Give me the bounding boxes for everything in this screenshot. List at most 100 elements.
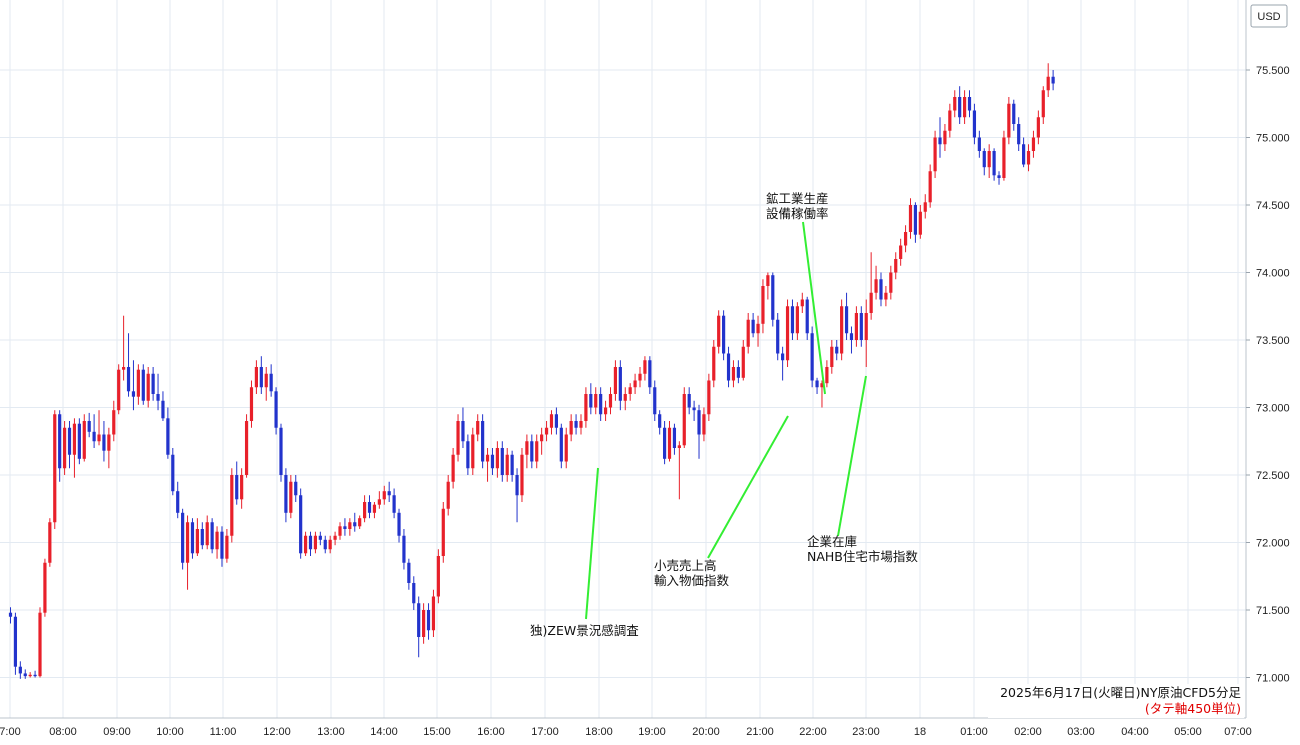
candle-body: [274, 391, 278, 428]
candle-body: [126, 367, 131, 392]
x-tick-label: 23:00: [852, 726, 880, 738]
candle: [67, 421, 72, 469]
candle-body: [481, 421, 485, 462]
candle: [38, 607, 42, 678]
candle: [28, 672, 32, 678]
candle: [269, 364, 273, 397]
candle: [461, 407, 465, 448]
candle-body: [554, 414, 558, 428]
candle: [761, 279, 765, 334]
candle: [431, 589, 436, 637]
candle-body: [884, 292, 888, 300]
candle-body: [677, 445, 681, 448]
candle: [662, 421, 667, 465]
candle-body: [987, 151, 991, 168]
candle: [707, 373, 711, 421]
annotation-label: 小売売上高: [654, 558, 717, 573]
candle-body: [702, 414, 706, 435]
candle: [254, 360, 258, 394]
y-tick-label: 73.000: [1256, 403, 1290, 415]
candle-body: [1026, 151, 1031, 165]
candle: [53, 410, 57, 529]
candle-body: [210, 522, 214, 550]
candle-body: [67, 427, 72, 455]
candle: [87, 412, 91, 438]
candle: [943, 124, 947, 151]
candle-body: [87, 421, 91, 432]
candle-body: [707, 380, 711, 415]
candle: [181, 508, 185, 570]
currency-box[interactable]: USD: [1250, 4, 1288, 28]
candle: [520, 448, 524, 502]
candle: [549, 410, 554, 435]
candle-body: [515, 475, 519, 496]
candle: [658, 410, 662, 435]
candle-body: [613, 367, 618, 394]
candle: [136, 364, 140, 405]
candle-body: [825, 367, 829, 384]
candle-body: [33, 674, 37, 677]
candle: [259, 356, 263, 394]
annotation-leader-line: [837, 375, 867, 537]
candle-body: [382, 491, 386, 500]
x-tick-label: 7:00: [0, 726, 21, 738]
candle: [633, 373, 637, 394]
candle-body: [308, 535, 313, 550]
candle: [1031, 130, 1036, 158]
x-tick-label: 18: [914, 726, 926, 738]
candle: [702, 407, 706, 442]
candle: [603, 400, 608, 421]
candle: [722, 310, 726, 361]
candle: [107, 427, 111, 469]
candle-body: [38, 612, 42, 677]
candle: [667, 421, 672, 462]
candle: [741, 340, 745, 381]
candle: [220, 526, 224, 567]
candle: [195, 518, 199, 556]
candle: [800, 292, 804, 313]
y-tick-label: 72.000: [1256, 538, 1290, 550]
x-tick-label: 17:00: [531, 726, 559, 738]
candle: [613, 360, 618, 401]
candle: [844, 292, 849, 340]
candle: [308, 531, 313, 556]
candle: [859, 306, 863, 347]
candle: [289, 475, 293, 519]
candle-body: [328, 539, 332, 550]
candle: [471, 427, 475, 475]
x-tick-label: 19:00: [638, 726, 666, 738]
candle: [58, 410, 62, 482]
candle-body: [97, 434, 101, 442]
candle: [412, 576, 416, 610]
candle: [884, 286, 888, 307]
candle: [962, 90, 967, 124]
candle-body: [436, 556, 440, 597]
candle-body: [790, 306, 795, 334]
candle-body: [535, 441, 539, 462]
candle: [166, 407, 170, 459]
candle-body: [805, 299, 809, 334]
candle-body: [608, 394, 613, 408]
candle: [525, 434, 529, 469]
candle-body: [62, 427, 67, 469]
chart-caption: 2025年6月17日(火曜日)NY原油CFD5分足: [1000, 685, 1241, 700]
candle-body: [574, 421, 578, 428]
candle: [299, 488, 303, 559]
candle-body: [667, 427, 672, 459]
candle: [997, 171, 1001, 185]
candle-body: [662, 427, 667, 459]
candle: [672, 423, 677, 455]
x-tick-label: 08:00: [49, 726, 77, 738]
candle: [92, 414, 96, 448]
candle: [869, 252, 873, 320]
candle-body: [899, 245, 903, 259]
candle-body: [869, 292, 873, 313]
candle-body: [903, 232, 908, 246]
candle: [426, 603, 431, 640]
candle-body: [446, 481, 450, 509]
x-tick-label: 09:00: [103, 726, 131, 738]
x-tick-label: 16:00: [477, 726, 505, 738]
candle: [387, 481, 391, 502]
candle-body: [879, 279, 883, 300]
